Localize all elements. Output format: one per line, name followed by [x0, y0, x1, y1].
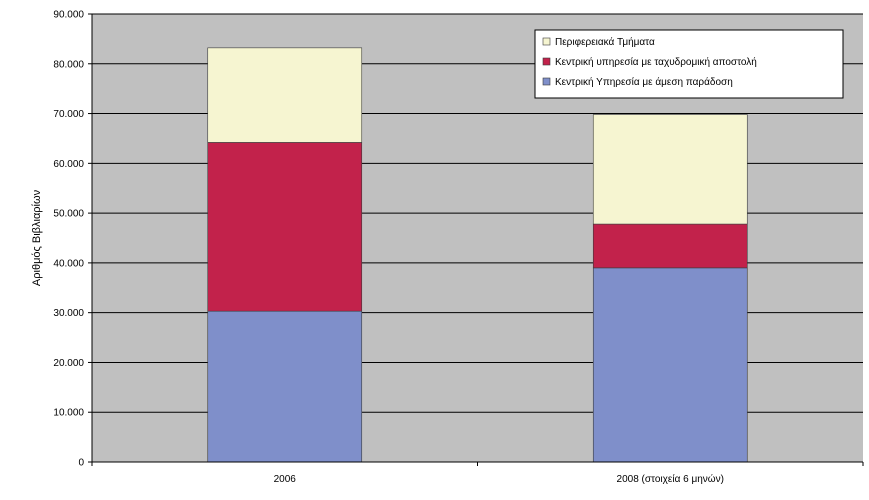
- axes: [88, 13, 864, 466]
- y-tick-label: 60.000: [53, 159, 84, 170]
- legend-swatch: [542, 57, 551, 66]
- y-tick-label: 90.000: [53, 10, 84, 21]
- y-tick-label: 70.000: [53, 109, 84, 120]
- x-tick-labels: 2006 2008 (στοιχεία 6 μηνών): [274, 473, 724, 485]
- bar-segment: [207, 310, 363, 463]
- legend-entry: Κεντρική υπηρεσία με ταχυδρομική αποστολ…: [555, 56, 757, 68]
- y-axis-title: Αριθμός Βιβλιαρίων: [31, 189, 43, 286]
- bar-segment: [592, 114, 748, 225]
- bar-segment: [207, 47, 363, 143]
- y-tick-label: 50.000: [53, 209, 84, 220]
- legend-swatch: [542, 77, 551, 86]
- legend-entry: Περιφερειακά Τμήματα: [555, 36, 655, 48]
- y-tick-label: 80.000: [53, 59, 84, 70]
- legend-swatch: [542, 37, 551, 46]
- legend-entry: Κεντρική Υπηρεσία με άμεση παράδοση: [555, 76, 733, 88]
- bar-segment: [207, 142, 363, 312]
- legend: Περιφερειακά Τμήματα Κεντρική υπηρεσία με…: [534, 29, 844, 99]
- y-tick-label: 40.000: [53, 258, 84, 269]
- y-tick-label: 30.000: [53, 308, 84, 319]
- y-tick-label: 20.000: [53, 358, 84, 369]
- y-tick-label: 0: [78, 458, 84, 469]
- bar-segment: [592, 223, 748, 269]
- x-tick-label: 2006: [274, 474, 297, 485]
- x-tick-label: 2008 (στοιχεία 6 μηνών): [617, 473, 724, 485]
- legend-box: [534, 29, 844, 99]
- y-tick-label: 10.000: [53, 408, 84, 419]
- bar-segment: [592, 267, 748, 463]
- bars: [207, 47, 748, 463]
- y-tick-labels: 0 10.000 20.000 30.000 40.000 50.000 60.000 70.…: [53, 10, 84, 469]
